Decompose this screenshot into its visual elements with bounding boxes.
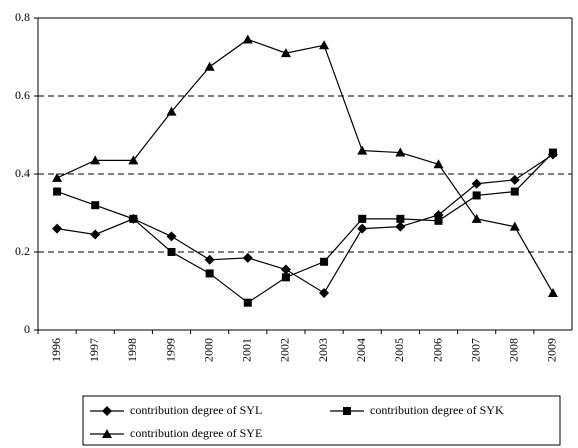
y-tick-label: 0.8 [15,10,30,24]
x-tick-label: 2001 [240,338,254,362]
legend-label: contribution degree of SYE [130,426,262,440]
marker [434,216,443,225]
marker [471,178,482,189]
legend-label: contribution degree of SYL [130,403,262,417]
marker [52,172,63,182]
marker [166,231,177,242]
marker [396,214,405,223]
marker [547,287,558,297]
x-tick-label: 1999 [163,338,177,362]
x-tick-label: 2000 [201,338,215,362]
marker [204,61,215,71]
legend-label: contribution degree of SYK [370,403,504,417]
marker [510,187,519,196]
legend-marker [102,429,112,438]
marker [129,214,138,223]
marker [472,191,481,200]
marker [471,213,482,223]
x-tick-label: 2006 [430,338,444,362]
marker [280,48,291,58]
x-tick-label: 2003 [316,338,330,362]
marker [280,264,291,275]
marker [90,155,101,165]
series-line [56,152,554,304]
legend-marker [343,407,351,415]
marker [53,187,62,196]
x-tick-label: 2007 [468,338,482,362]
x-tick-label: 2009 [545,338,559,362]
marker [395,221,406,232]
y-tick-label: 0.2 [15,244,30,258]
marker [358,214,367,223]
marker [319,287,330,298]
marker [281,273,290,282]
marker [509,221,520,231]
marker [204,254,215,265]
marker [90,229,101,240]
x-tick-label: 2005 [392,338,406,362]
x-tick-label: 1998 [125,338,139,362]
x-tick-label: 2004 [354,338,368,362]
marker [548,148,557,157]
series-line [56,38,554,294]
y-tick-label: 0 [24,322,30,336]
marker [128,155,139,165]
marker [52,223,63,234]
marker [242,252,253,263]
marker [320,257,329,266]
series-line [56,154,554,294]
x-tick-label: 1997 [87,338,101,362]
marker [357,223,368,234]
marker [319,40,330,50]
marker [357,145,368,155]
marker [433,159,444,169]
marker [242,34,253,44]
marker [509,174,520,185]
marker [395,147,406,157]
marker [205,269,214,278]
marker [243,298,252,307]
x-tick-label: 2008 [507,338,521,362]
y-tick-label: 0.4 [15,166,30,180]
y-tick-label: 0.6 [15,88,30,102]
x-tick-label: 1996 [49,338,63,362]
marker [167,248,176,256]
legend-box [82,395,561,446]
marker [166,106,177,116]
x-tick-label: 2002 [278,338,292,362]
marker [91,201,100,210]
legend-marker [102,406,112,416]
